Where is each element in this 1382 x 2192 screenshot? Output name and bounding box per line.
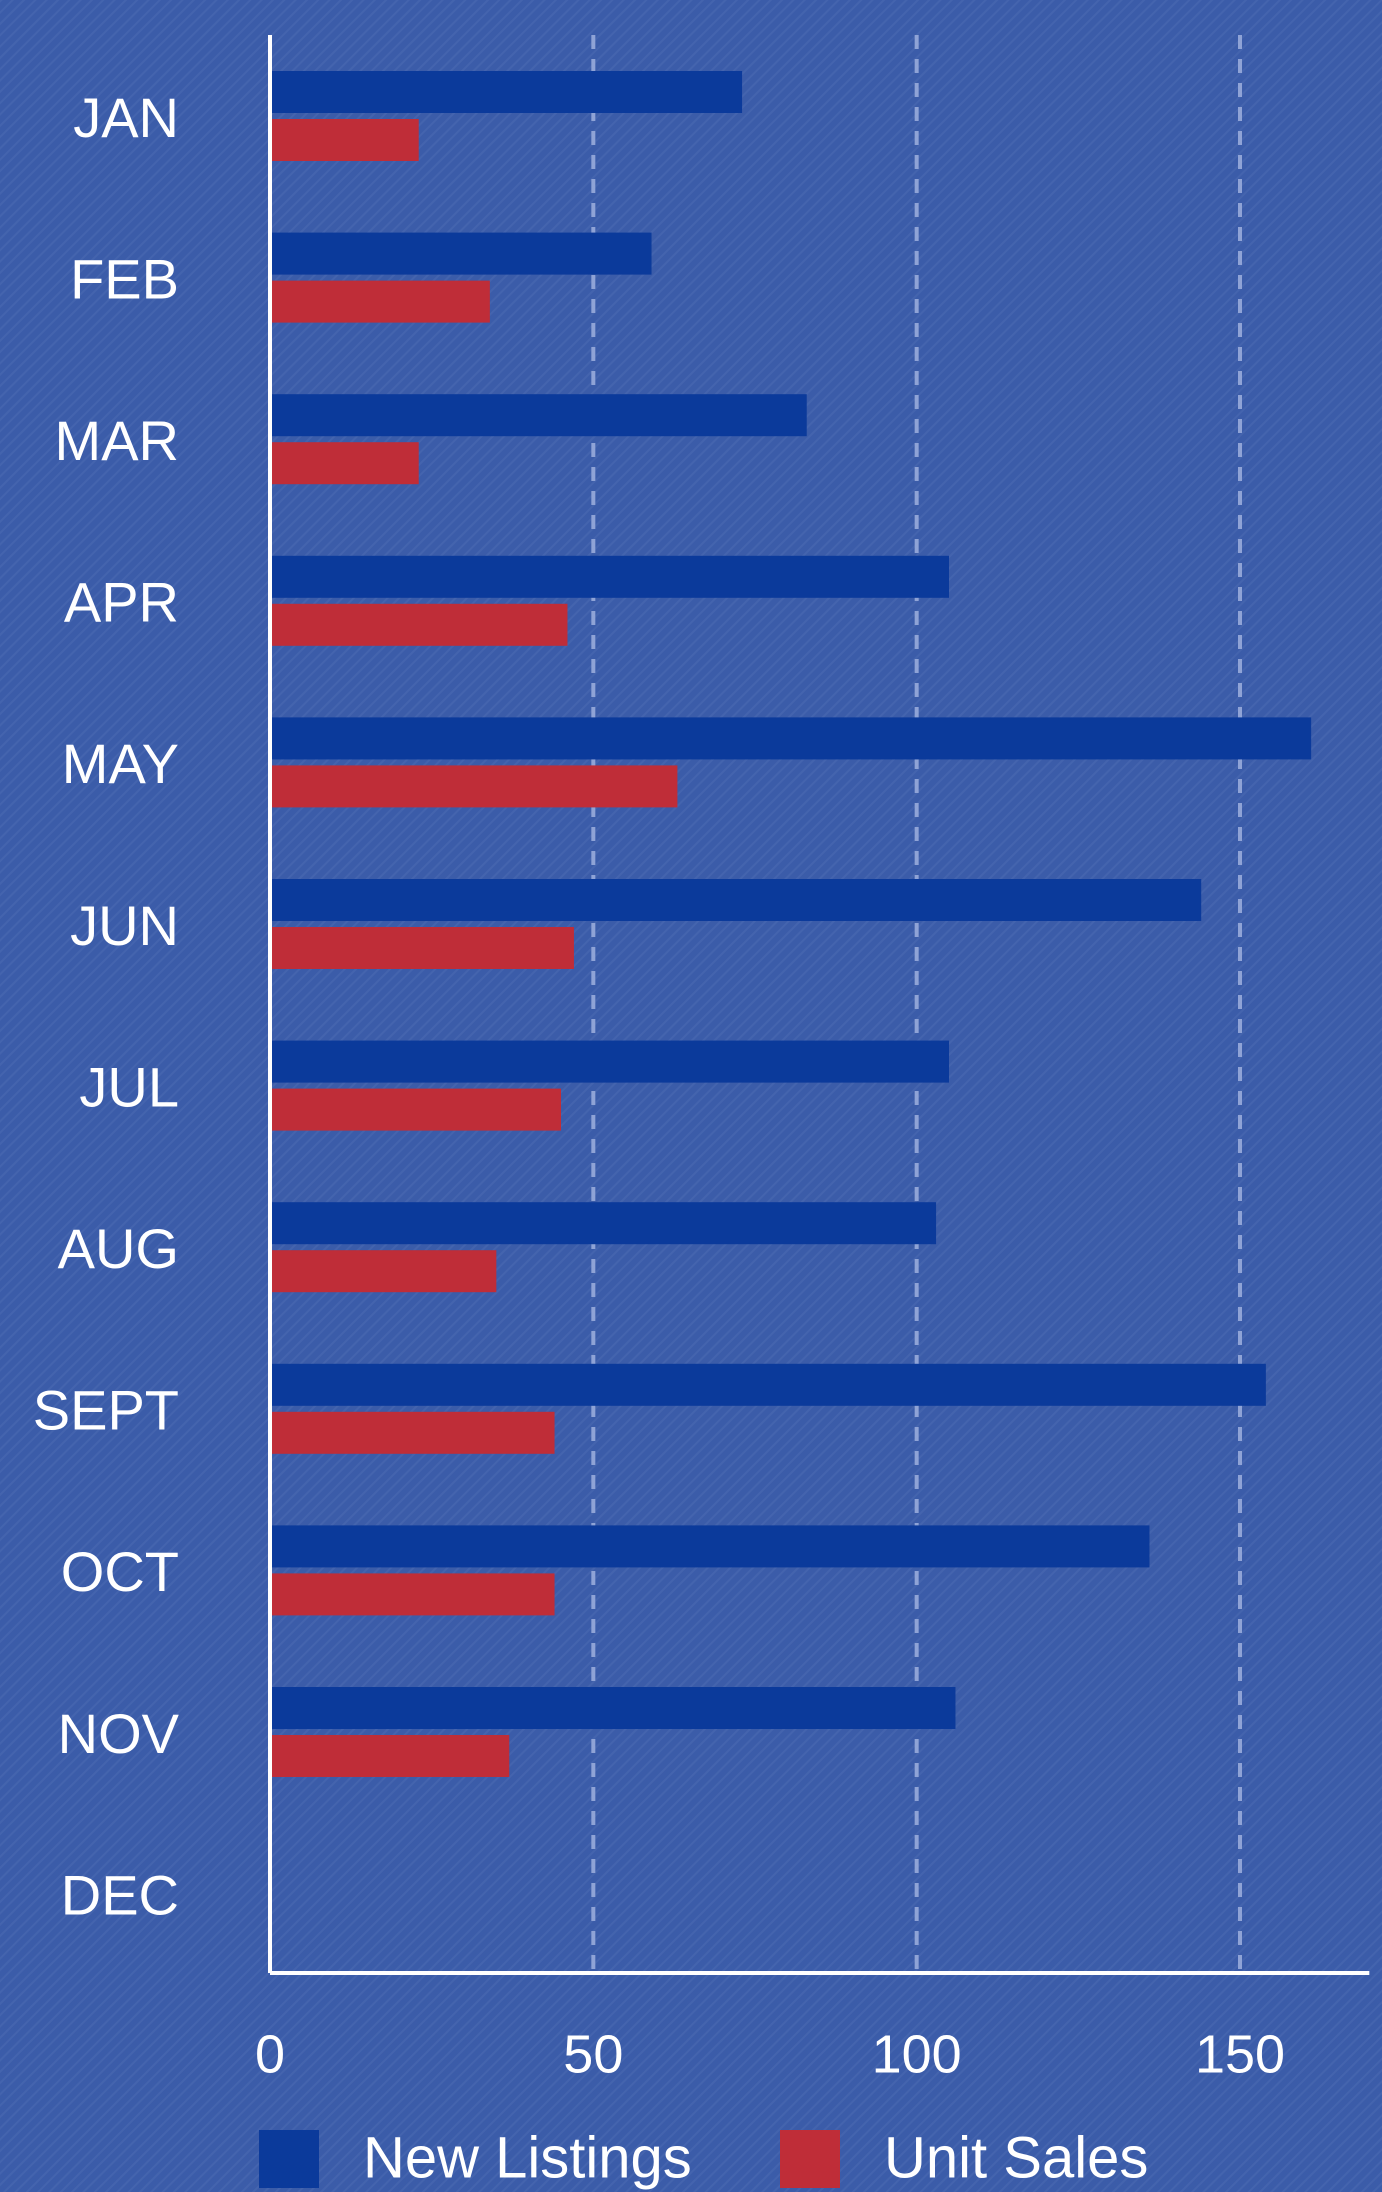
bar [270,717,1312,760]
bar [270,1735,510,1777]
bar [270,442,419,485]
x-tick-label: 50 [563,2024,623,2084]
y-tick-label: OCT [61,1540,179,1603]
bar [270,879,1202,921]
bar [270,280,490,323]
bar [270,71,743,113]
bar [270,603,568,646]
y-tick-label: APR [64,571,179,634]
legend-label: New Listings [363,2125,692,2190]
y-tick-label: AUG [58,1217,179,1280]
bar [270,1687,956,1729]
y-tick-label: JUN [70,894,179,957]
bar [270,1040,949,1083]
x-tick-label: 150 [1195,2024,1285,2084]
bar [270,1573,555,1616]
y-tick-label: DEC [61,1863,179,1926]
bar [270,1250,497,1293]
bar [270,1363,1266,1406]
bar [270,1525,1150,1568]
bar [270,394,807,437]
bar [270,1411,555,1454]
bar [270,232,652,275]
bar [270,927,574,969]
y-tick-label: FEB [70,247,179,310]
y-tick-label: MAR [55,409,179,472]
x-tick-label: 100 [872,2024,962,2084]
y-tick-label: SEPT [33,1379,179,1442]
bar [270,555,949,598]
legend-label: Unit Sales [884,2125,1148,2190]
x-tick-label: 0 [255,2024,285,2084]
y-tick-label: JAN [73,86,179,149]
y-tick-label: MAY [62,732,179,795]
y-tick-label: JUL [79,1055,179,1118]
bar [270,1202,937,1245]
legend-swatch [259,2130,319,2188]
bar [270,765,678,808]
bar [270,119,419,161]
legend-swatch [780,2130,840,2188]
bar [270,1088,561,1131]
y-tick-label: NOV [58,1702,180,1765]
